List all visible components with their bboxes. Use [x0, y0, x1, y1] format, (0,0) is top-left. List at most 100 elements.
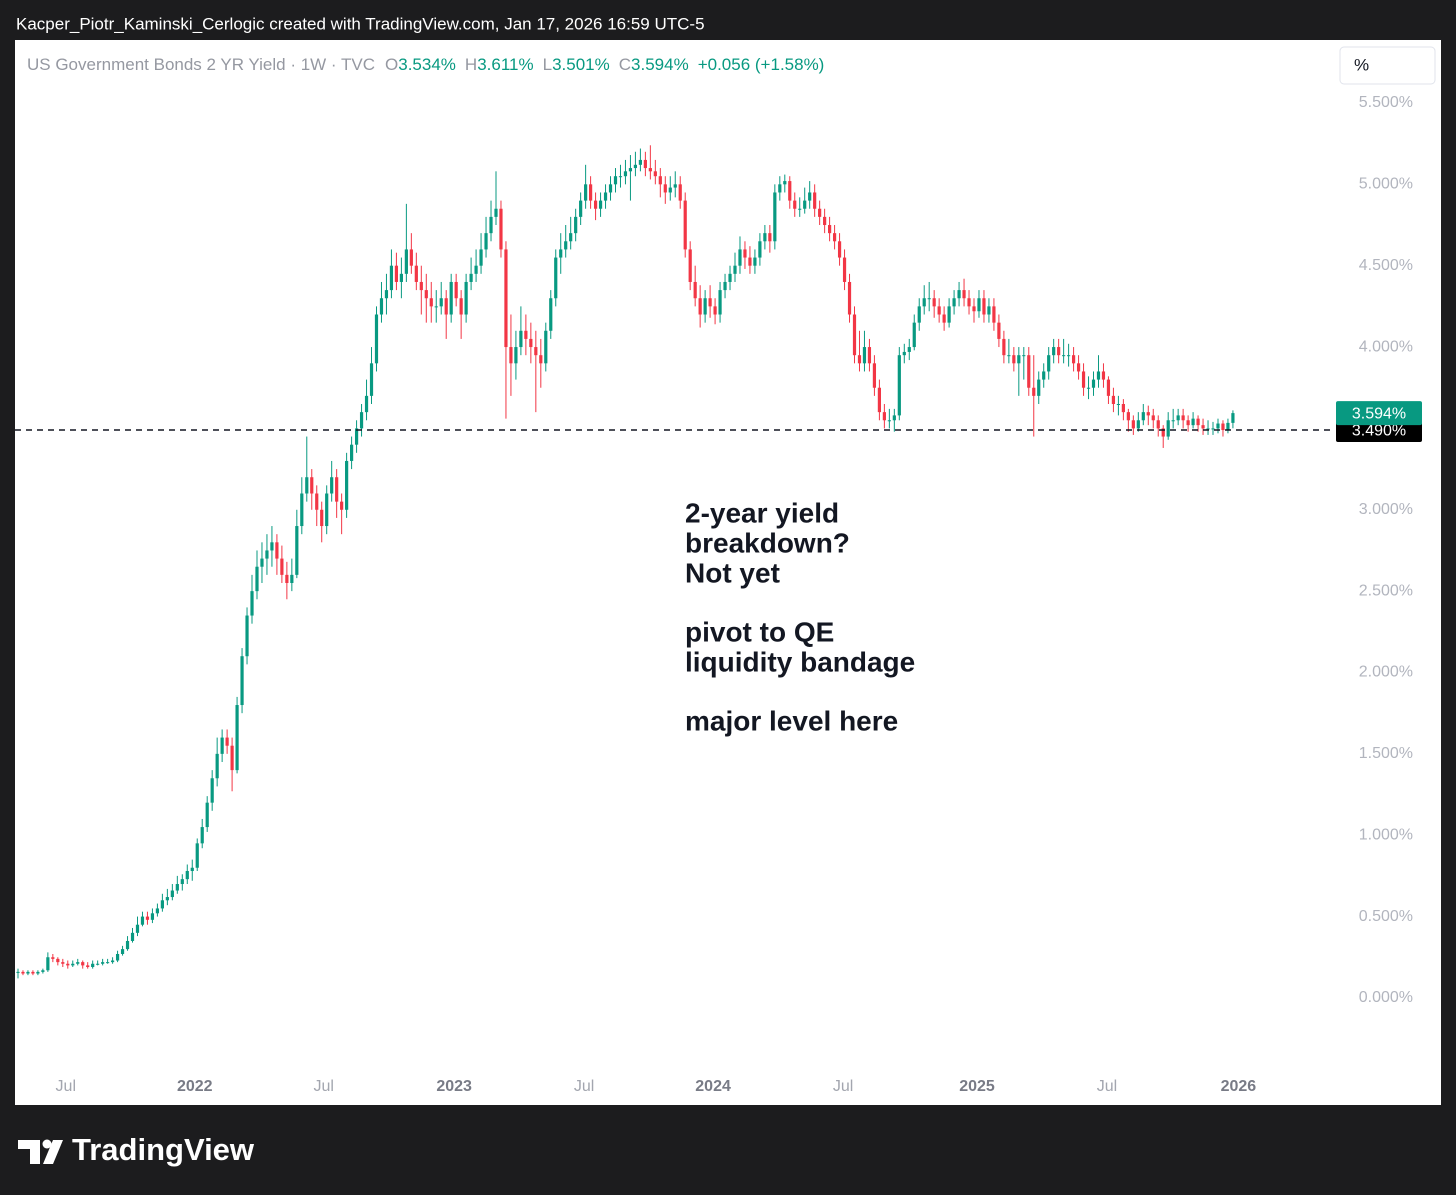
candle-body	[409, 249, 413, 266]
candle-body	[1096, 371, 1101, 380]
candle-body	[1027, 355, 1031, 388]
candle-body	[947, 306, 951, 323]
candle-body	[379, 298, 384, 315]
candle-body	[66, 963, 70, 966]
candle-body	[932, 298, 936, 307]
x-tick-label: 2023	[436, 1078, 472, 1095]
candle-body	[474, 265, 478, 274]
candle-body	[349, 444, 354, 461]
ohlc-key: L	[543, 55, 552, 74]
x-tick-label: Jul	[574, 1078, 594, 1095]
candle-body	[265, 550, 269, 559]
candle-body	[165, 897, 169, 901]
candle-body	[1201, 425, 1205, 429]
candle-body	[459, 298, 463, 315]
candle-body	[180, 879, 184, 885]
candle-body	[818, 208, 822, 217]
candle-body	[155, 908, 160, 914]
candle-body	[1186, 420, 1190, 426]
candle-body	[529, 338, 533, 348]
candle-body	[1151, 415, 1155, 421]
legend: US Government Bonds 2 YR Yield · 1W · TV…	[27, 55, 824, 74]
candle-body	[1206, 428, 1210, 430]
candle-body	[509, 347, 513, 364]
candle-body	[1042, 371, 1046, 380]
ohlc-value: 3.534%	[398, 55, 456, 74]
candle-body	[708, 298, 712, 307]
candle-body	[598, 200, 603, 209]
candle-body	[215, 753, 219, 779]
unit-button[interactable]	[1339, 46, 1436, 85]
candle-body	[723, 281, 727, 291]
candle-body	[917, 306, 921, 323]
candle-body	[559, 249, 563, 258]
logo-dot	[42, 1139, 52, 1149]
candle-body	[997, 322, 1001, 339]
candle-body	[96, 963, 100, 965]
candle-body	[1141, 412, 1145, 421]
candle-body	[56, 958, 60, 963]
last-price-badge	[1336, 401, 1422, 426]
candle-body	[101, 962, 105, 964]
candle-body	[444, 298, 448, 315]
y-tick-label: 5.000%	[1359, 176, 1413, 193]
candle-body	[882, 412, 886, 421]
candle-body	[534, 347, 538, 356]
ohlc-value: 3.594%	[631, 55, 689, 74]
candle-body	[1037, 379, 1041, 396]
candle-body	[290, 574, 294, 583]
candle-body	[364, 395, 369, 413]
candle-body	[190, 867, 194, 872]
candle-body	[46, 957, 50, 971]
candle-body	[778, 184, 782, 193]
candle-body	[76, 962, 80, 964]
candle-body	[115, 953, 120, 961]
candle-body	[130, 932, 135, 941]
candle-body	[603, 192, 608, 201]
unit-button-label[interactable]: %	[1354, 55, 1369, 74]
candle-body	[414, 265, 418, 282]
last-price-label: 3.594%	[1352, 405, 1406, 422]
candle-body	[36, 971, 40, 974]
candle-body	[688, 249, 692, 282]
candle-body	[1216, 423, 1220, 429]
candle-body	[1022, 355, 1026, 357]
candle-body	[389, 265, 394, 291]
candle-body	[399, 273, 403, 282]
candle-body	[618, 176, 623, 178]
candle-body	[71, 963, 75, 966]
y-tick-label: 1.500%	[1359, 745, 1413, 762]
candle-body	[593, 200, 598, 209]
candle-body	[683, 200, 687, 250]
symbol-title: US Government Bonds 2 YR Yield · 1W · TV…	[27, 55, 375, 74]
candle-body	[16, 971, 20, 973]
candle-body	[51, 957, 55, 959]
candle-body	[519, 330, 523, 348]
y-tick-label: 5.500%	[1359, 94, 1413, 111]
candle-body	[280, 558, 284, 575]
candle-body	[673, 184, 677, 188]
candle-body	[295, 526, 299, 575]
candle-body	[857, 355, 862, 364]
candle-body	[1176, 415, 1180, 421]
candle-body	[977, 298, 981, 312]
candle-body	[1116, 404, 1121, 406]
y-tick-label: 0.000%	[1359, 989, 1413, 1006]
candle-body	[255, 566, 259, 592]
candle-body	[21, 971, 25, 974]
candle-body	[41, 970, 45, 972]
ohlc-value: 3.501%	[552, 55, 610, 74]
candle-body	[250, 591, 254, 616]
candle-body	[907, 347, 911, 352]
candle-body	[429, 298, 433, 307]
author-line: Kacper_Piotr_Kaminski_Cerlogic created w…	[16, 14, 705, 33]
candle-body	[26, 971, 30, 974]
candle-body	[1146, 412, 1150, 416]
candle-body	[1156, 420, 1160, 429]
ohlc-key: C	[619, 55, 631, 74]
candle-body	[230, 745, 234, 771]
candle-body	[1171, 420, 1175, 422]
candle-body	[369, 363, 374, 396]
x-tick-label: Jul	[313, 1078, 333, 1095]
